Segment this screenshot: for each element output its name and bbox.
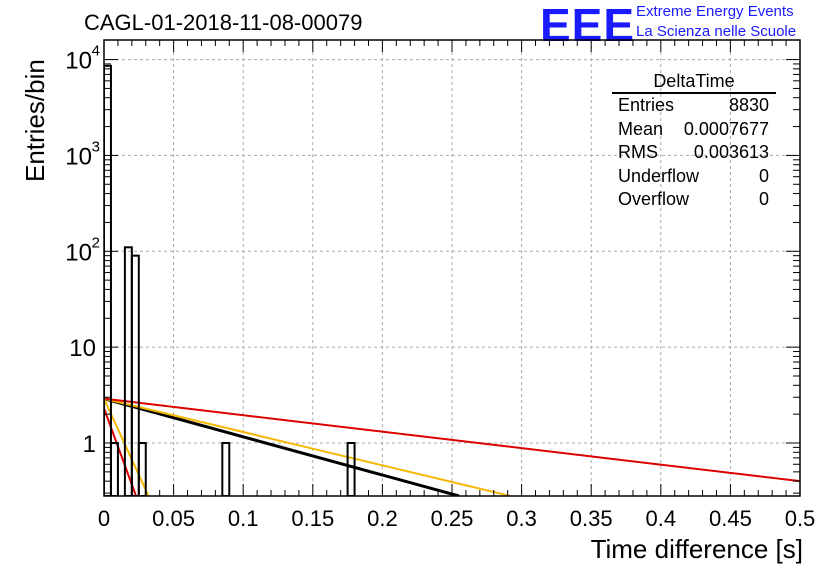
stats-label: Underflow: [618, 165, 700, 186]
y-axis-label: Entries/bin: [20, 59, 50, 182]
y-tick-exponent: 3: [92, 138, 100, 155]
stats-row: Underflow 0: [612, 165, 776, 189]
stats-label: RMS: [618, 142, 658, 162]
logo-line-2: La Scienza nelle Scuole: [636, 23, 797, 40]
stats-value: 0.003613: [693, 142, 769, 162]
stats-value: 0.0007677: [683, 118, 769, 139]
x-tick-label: 0.35: [570, 506, 613, 531]
stats-row: Entries 8830: [612, 94, 776, 118]
stats-title: DeltaTime: [612, 70, 776, 94]
x-tick-label: 0.5: [785, 506, 816, 531]
stats-label: Mean: [618, 118, 664, 139]
logo-line-1: Extreme Energy Events: [636, 3, 794, 20]
x-tick-label: 0.25: [431, 506, 474, 531]
stats-label: Overflow: [618, 189, 690, 209]
x-axis-label: Time difference [s]: [590, 534, 803, 564]
stats-row: Overflow 0: [612, 188, 776, 212]
histogram-bar: [104, 64, 112, 496]
y-tick-label: 10: [65, 143, 92, 170]
fit-line: [104, 397, 800, 483]
stats-row: RMS 0.003613: [612, 141, 776, 165]
x-tick-label: 0.05: [152, 506, 195, 531]
y-tick-label: 1: [83, 431, 96, 458]
fit-line: [104, 397, 460, 496]
histogram-bar: [130, 254, 140, 496]
histogram-bar: [137, 442, 147, 496]
x-tick-label: 0.3: [506, 506, 537, 531]
y-tick-label: 10: [65, 239, 92, 266]
x-tick-label: 0: [98, 506, 110, 531]
histogram-bar: [109, 442, 119, 496]
x-tick-label: 0.45: [709, 506, 752, 531]
stats-row: Mean 0.0007677: [612, 118, 776, 142]
stats-label: Entries: [618, 95, 675, 115]
stats-box: DeltaTime Entries 8830 Mean 0.0007677 RMS 0.0…: [612, 70, 776, 212]
histogram-bar: [346, 442, 356, 496]
y-tick-exponent: 2: [92, 234, 100, 251]
fit-line: [104, 397, 511, 496]
x-tick-label: 0.4: [646, 506, 677, 531]
x-tick-label: 0.1: [228, 506, 259, 531]
stats-value: 8830: [728, 95, 769, 115]
stats-value: 0: [758, 165, 769, 186]
y-tick-label: 10: [69, 335, 96, 362]
chart-title: CAGL-01-2018-11-08-00079: [84, 10, 363, 35]
y-tick-label: 10: [65, 48, 92, 75]
stats-value: 0: [758, 189, 769, 209]
y-tick-exponent: 4: [92, 43, 100, 60]
histogram-bar: [221, 442, 231, 496]
fit-line: [104, 407, 137, 496]
x-tick-label: 0.2: [367, 506, 398, 531]
x-tick-label: 0.15: [291, 506, 334, 531]
